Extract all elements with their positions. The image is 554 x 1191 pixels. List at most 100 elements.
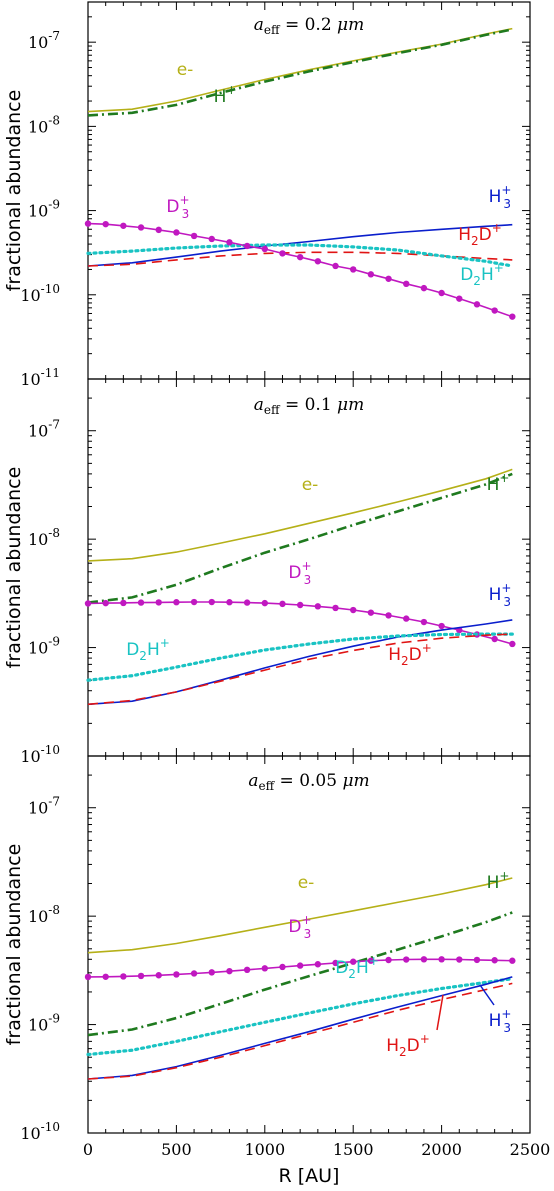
series-label-H+: H+ (487, 869, 510, 893)
panel-2: 10-7 10-8 10-9 10-10 fractional abundance aef… (3, 378, 531, 766)
marker-D3+ (296, 601, 304, 609)
marker-D3+ (438, 289, 445, 297)
x-axis-label: R [AU] (279, 1165, 340, 1187)
marker-D3+ (155, 226, 162, 234)
marker-D3+ (173, 599, 180, 606)
x-tick-label: 1000 (244, 1140, 285, 1159)
series-label-H3+: H+ 3 (489, 183, 512, 211)
marker-D3+ (226, 599, 233, 606)
marker-D3+ (155, 972, 162, 979)
marker-D3+ (190, 970, 198, 977)
marker-D3+ (385, 956, 392, 964)
series-label-D2H+: D2H+ (460, 261, 504, 288)
marker-D3+ (84, 600, 92, 607)
marker-D3+ (243, 242, 251, 250)
marker-D3+ (173, 229, 180, 236)
marker-D3+ (137, 972, 145, 980)
marker-D3+ (243, 599, 251, 606)
marker-D3+ (491, 957, 498, 964)
series-label-H+: H+ (214, 83, 237, 107)
series-line-H3+ (87, 223, 513, 267)
x-tick-label: 1500 (333, 1140, 374, 1159)
x-tick-label: 2500 (510, 1140, 551, 1159)
marker-D3+ (491, 307, 498, 314)
marker-D3+ (438, 622, 445, 630)
series-label-D3+: D+ 3 (288, 913, 311, 941)
marker-D3+ (350, 958, 357, 965)
series-line-H+ (87, 28, 513, 117)
series-label-H+: H+ (487, 471, 510, 495)
marker-D3+ (438, 956, 445, 963)
series-line-D2H+ (86, 243, 514, 268)
series-line-H2D+ (87, 633, 513, 706)
marker-D3+ (509, 313, 516, 320)
marker-D3+ (509, 640, 516, 648)
marker-D3+ (120, 222, 127, 229)
marker-D3+ (491, 635, 498, 643)
y-tick-label: 10-8 (28, 903, 60, 926)
series-line-H2D+ (87, 982, 513, 1080)
marker-D3+ (102, 973, 109, 980)
x-tick-label: 0 (83, 1140, 93, 1159)
y-tick-label: 10-10 (20, 282, 60, 305)
marker-D3+ (456, 956, 463, 963)
series-label-H2D+: H2D+ (458, 221, 502, 248)
marker-D3+ (296, 962, 304, 969)
marker-D3+ (314, 961, 322, 968)
panel-title: aeff = 0.1 μm (254, 395, 364, 417)
marker-D3+ (226, 967, 233, 975)
plot-frame (87, 1, 531, 380)
series-label-e-: e- (177, 60, 194, 80)
marker-D3+ (332, 604, 339, 612)
y-axis-label: fractional abundance (3, 90, 25, 292)
y-tick-label: 10-11 (20, 366, 60, 389)
marker-D3+ (367, 957, 375, 964)
h3-label-leader (479, 984, 495, 1006)
series-label-D3+: D+ 3 (166, 193, 189, 221)
y-tick-label: 10-9 (28, 1012, 60, 1035)
series-line-e- (87, 468, 513, 562)
series-label-D2H+: D2H+ (126, 636, 170, 663)
marker-D3+ (403, 280, 410, 288)
series-label-H3+: H+ 3 (489, 581, 512, 609)
series-line-H+ (87, 911, 513, 1037)
marker-D3+ (84, 973, 92, 981)
y-tick-label: 10-8 (28, 526, 60, 549)
marker-D3+ (314, 258, 322, 265)
series-line-D2H+ (86, 632, 514, 682)
series-label-e-: e- (302, 475, 319, 495)
marker-D3+ (261, 245, 268, 253)
marker-D3+ (296, 253, 304, 261)
x-tick-label: 500 (161, 1140, 192, 1159)
marker-D3+ (350, 606, 357, 614)
marker-D3+ (102, 220, 109, 228)
y-tick-label: 10-7 (28, 795, 60, 818)
marker-D3+ (208, 969, 215, 976)
series-line-e- (87, 877, 513, 954)
marker-D3+ (385, 612, 392, 619)
panel-3: 10-7 10-8 10-9 10-10 0 500 1000 1500 2000 2500 fra… (3, 755, 551, 1187)
series-label-H2D+: H2D+ (386, 1032, 430, 1059)
marker-D3+ (279, 963, 286, 971)
y-tick-label: 10-9 (28, 635, 60, 658)
marker-D3+ (84, 220, 92, 227)
marker-D3+ (314, 603, 322, 610)
marker-D3+ (243, 966, 251, 974)
marker-D3+ (261, 599, 268, 607)
marker-D3+ (385, 275, 392, 282)
marker-D3+ (120, 599, 127, 607)
marker-D3+ (137, 224, 145, 231)
marker-D3+ (155, 599, 162, 606)
marker-D3+ (456, 295, 463, 302)
series-line-e- (87, 27, 513, 113)
marker-D3+ (332, 959, 339, 967)
y-tick-label: 10-7 (28, 418, 60, 441)
y-tick-label: 10-9 (28, 198, 60, 221)
panel-1: 10-7 10-8 10-9 10-10 10-11 fractional abundan… (3, 1, 531, 389)
y-tick-label: 10-10 (20, 1120, 60, 1143)
marker-D3+ (509, 957, 516, 964)
marker-D3+ (367, 271, 375, 278)
series-label-D3+: D+ 3 (288, 559, 311, 587)
y-tick-label: 10-7 (28, 29, 60, 52)
